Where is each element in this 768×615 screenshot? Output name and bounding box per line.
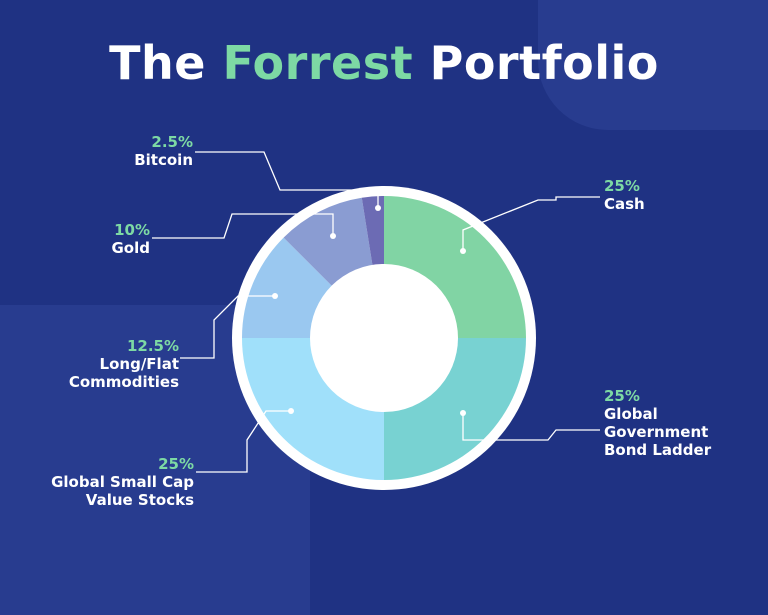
donut-hole xyxy=(310,264,458,412)
leader-dot-global-small-cap-value-stocks xyxy=(288,408,294,414)
slice-name: Cash xyxy=(604,195,645,213)
slice-label-global-government-bond-ladder: 25% Global Government Bond Ladder xyxy=(604,387,711,459)
slice-label-cash: 25% Cash xyxy=(604,177,645,213)
leader-dot-global-government-bond-ladder xyxy=(460,410,466,416)
slice-label-global-small-cap-value-stocks: 25% Global Small Cap Value Stocks xyxy=(51,455,194,509)
slice-percent: 12.5% xyxy=(126,337,179,355)
leader-dot-long-flat-commodities xyxy=(272,293,278,299)
slice-label-long-flat-commodities: 12.5% Long/Flat Commodities xyxy=(69,337,179,391)
title-suffix: Portfolio xyxy=(429,36,659,90)
leader-line-global-small-cap-value-stocks xyxy=(196,410,291,473)
title-prefix: The xyxy=(109,36,206,90)
slice-percent: 25% xyxy=(604,177,640,195)
slice-name: Gold xyxy=(111,239,151,257)
slice-name: Bitcoin xyxy=(134,151,193,169)
page-title: The Forrest Portfolio xyxy=(0,36,768,90)
slice-percent: 2.5% xyxy=(151,133,193,151)
slice-percent: 10% xyxy=(114,221,150,239)
leader-line-long-flat-commodities xyxy=(180,295,275,359)
slice-percent: 25% xyxy=(604,387,640,405)
leader-dot-cash xyxy=(460,248,466,254)
slice-name: Global Small Cap Value Stocks xyxy=(51,473,194,509)
slice-name: Long/Flat Commodities xyxy=(68,355,179,391)
leader-dot-bitcoin xyxy=(375,205,381,211)
leader-dot-gold xyxy=(330,233,336,239)
background-shape-top-right xyxy=(538,0,768,130)
leader-line-gold xyxy=(152,213,334,239)
slice-percent: 25% xyxy=(158,455,194,473)
slice-name: Global Government Bond Ladder xyxy=(604,405,712,459)
leader-line-cash xyxy=(462,196,600,251)
leader-line-bitcoin xyxy=(195,151,379,208)
slice-label-gold: 10% Gold xyxy=(112,221,151,257)
leader-line-global-government-bond-ladder xyxy=(462,413,600,441)
slice-label-bitcoin: 2.5% Bitcoin xyxy=(134,133,193,169)
title-accent: Forrest xyxy=(222,36,414,90)
donut-chart xyxy=(152,151,600,490)
